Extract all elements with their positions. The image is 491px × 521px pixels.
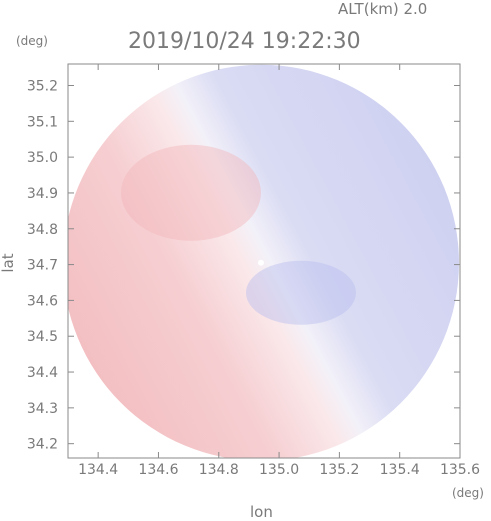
y-tick-label-5: 34.7 <box>27 258 58 274</box>
x-tick-label-3: 135.0 <box>259 462 299 478</box>
y-tick-label-6: 34.6 <box>27 293 58 309</box>
y-tick-label-7: 34.5 <box>27 329 58 345</box>
y-tick-label-9: 34.3 <box>27 401 58 417</box>
x-tick-label-5: 135.4 <box>380 462 420 478</box>
x-ticks: 134.4 134.6 134.8 135.0 135.2 135.4 135.6 <box>78 64 480 478</box>
y-axis-label: lat <box>0 253 17 272</box>
positive-core <box>120 144 261 241</box>
negative-core <box>245 260 356 325</box>
y-tick-label-0: 35.2 <box>27 78 58 94</box>
x-tick-label-2: 134.8 <box>199 462 239 478</box>
y-tick-label-4: 34.8 <box>27 222 58 238</box>
y-tick-label-1: 35.1 <box>27 114 58 130</box>
x-tick-label-6: 135.6 <box>440 462 480 478</box>
chart-title: 2019/10/24 19:22:30 <box>128 29 361 54</box>
x-unit-label: (deg) <box>452 486 484 500</box>
y-tick-label-3: 34.9 <box>27 186 58 202</box>
y-tick-label-10: 34.2 <box>27 437 58 453</box>
x-axis-label: lon <box>250 503 273 521</box>
x-tick-label-4: 135.2 <box>319 462 359 478</box>
y-unit-label: (deg) <box>16 34 48 48</box>
radar-site <box>257 259 264 266</box>
x-tick-label-0: 134.4 <box>78 462 118 478</box>
x-tick-label-1: 134.6 <box>138 462 178 478</box>
y-tick-label-8: 34.4 <box>27 365 58 381</box>
altitude-label: ALT(km) 2.0 <box>338 0 427 18</box>
plot-frame <box>67 63 461 459</box>
y-tick-label-2: 35.0 <box>27 150 58 166</box>
y-ticks: 35.2 35.1 35.0 34.9 34.8 34.7 34.6 34.5 34.4 34.3… <box>27 78 460 453</box>
